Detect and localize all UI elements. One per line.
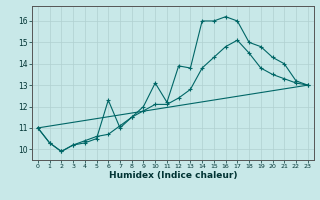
X-axis label: Humidex (Indice chaleur): Humidex (Indice chaleur) [108, 171, 237, 180]
